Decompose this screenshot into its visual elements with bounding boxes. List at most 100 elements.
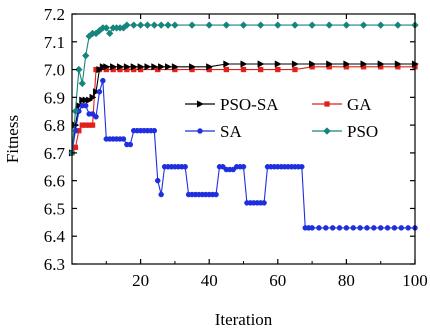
data-point <box>364 225 370 231</box>
data-point <box>151 63 159 71</box>
data-point <box>377 60 385 68</box>
data-point <box>103 63 111 71</box>
legend-entry-ga: GA <box>312 95 372 114</box>
data-point <box>96 65 104 74</box>
x-tick-label: 60 <box>269 271 286 290</box>
data-point <box>136 21 145 29</box>
legend-marker <box>324 101 330 107</box>
data-point <box>405 225 411 231</box>
plot-area <box>68 21 419 231</box>
data-point <box>157 21 165 29</box>
y-tick-label: 6.7 <box>44 144 66 163</box>
data-point <box>164 63 172 71</box>
data-point <box>326 60 334 68</box>
data-point <box>92 88 100 96</box>
y-tick-label: 6.4 <box>44 227 66 246</box>
data-point <box>144 63 152 71</box>
data-point <box>398 225 405 231</box>
data-point <box>116 63 124 71</box>
y-tick-label: 6.9 <box>44 88 65 107</box>
data-point <box>359 21 368 29</box>
data-point <box>151 127 158 134</box>
data-point <box>308 21 316 29</box>
data-point <box>86 96 94 104</box>
data-point <box>323 225 329 231</box>
data-point <box>391 225 398 231</box>
y-tick-label: 6.8 <box>44 116 65 135</box>
x-tick-label: 80 <box>338 271 355 290</box>
data-point <box>329 225 336 231</box>
data-point <box>240 60 248 68</box>
data-point <box>257 60 265 68</box>
data-point <box>81 51 90 60</box>
data-point <box>357 225 363 231</box>
legend: PSO-SA GA SA PSO <box>185 95 378 141</box>
series-sa <box>69 77 418 231</box>
axis-ticks: 6.3 6.4 6.5 6.6 6.7 6.8 6.9 7.0 7.1 7.2 20 40 60 80 10… <box>44 5 428 290</box>
data-point <box>240 164 247 170</box>
data-point <box>105 29 114 38</box>
legend-marker <box>196 100 204 108</box>
data-point <box>158 191 164 198</box>
data-point <box>89 93 97 101</box>
data-point <box>164 21 172 29</box>
data-point <box>376 21 385 29</box>
data-point <box>129 21 138 29</box>
x-axis-title: Iteration <box>215 310 273 329</box>
data-point <box>171 63 179 71</box>
data-point <box>158 63 166 71</box>
legend-entry-pso-sa: PSO-SA <box>185 95 279 114</box>
data-point <box>371 225 377 231</box>
data-point <box>137 63 145 71</box>
legend-label: PSO <box>347 122 378 141</box>
y-tick-label: 7.1 <box>44 33 65 52</box>
data-point <box>291 60 299 68</box>
data-point <box>155 177 161 184</box>
data-point <box>110 63 118 71</box>
x-tick-label: 100 <box>402 271 428 290</box>
data-point <box>274 21 282 29</box>
data-point <box>336 225 343 231</box>
legend-label: SA <box>220 122 242 141</box>
data-point <box>292 66 298 73</box>
series-pso <box>68 21 419 157</box>
data-point <box>342 21 351 29</box>
x-tick-label: 40 <box>201 271 218 290</box>
legend-entry-pso: PSO <box>312 122 378 141</box>
x-tick-label: 20 <box>132 271 149 290</box>
data-point <box>275 66 281 73</box>
data-point <box>223 60 231 68</box>
data-point <box>123 63 131 71</box>
data-point <box>143 21 152 29</box>
legend-marker <box>323 127 331 135</box>
data-point <box>258 66 264 73</box>
data-point <box>223 66 229 73</box>
data-point <box>205 21 213 29</box>
data-point <box>189 63 196 71</box>
data-point <box>99 63 107 71</box>
data-point <box>75 65 83 74</box>
y-tick-label: 7.2 <box>44 5 65 24</box>
data-point <box>171 21 179 29</box>
data-point <box>377 225 384 231</box>
data-point <box>182 164 188 170</box>
data-point <box>240 66 247 73</box>
legend-marker <box>197 128 203 134</box>
data-point <box>102 24 111 32</box>
data-point <box>291 21 299 29</box>
data-point <box>130 63 138 71</box>
data-point <box>384 225 391 231</box>
data-point <box>309 225 315 231</box>
data-point <box>78 79 87 88</box>
data-point <box>316 225 322 231</box>
data-point <box>71 107 80 115</box>
y-tick-label: 6.6 <box>44 172 65 191</box>
data-point <box>127 141 134 148</box>
y-tick-label: 6.3 <box>44 255 65 274</box>
y-axis-title: Fitness <box>3 115 22 163</box>
data-point <box>89 122 96 128</box>
data-point <box>325 21 334 29</box>
legend-entry-sa: SA <box>185 122 242 141</box>
data-point <box>82 102 89 109</box>
